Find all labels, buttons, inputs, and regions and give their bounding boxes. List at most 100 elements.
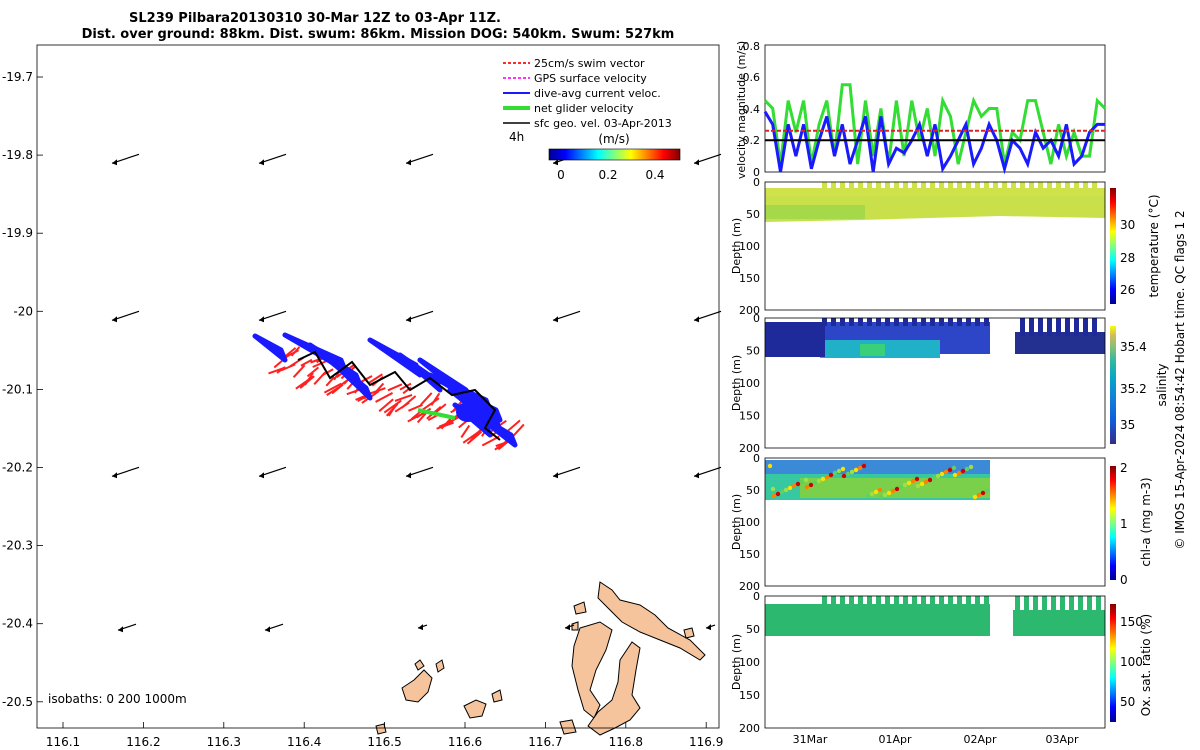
depth-tick-label: 50: [746, 484, 760, 497]
chl-point: [894, 486, 900, 492]
temp-cbar-tick-2: 30: [1120, 218, 1135, 232]
profile-spike: [948, 596, 953, 606]
profile-spike: [939, 596, 944, 606]
profile-spike: [912, 182, 917, 192]
dive-avg-cluster: [456, 402, 480, 422]
profile-spike: [1092, 182, 1097, 192]
chl-point: [836, 468, 842, 474]
swim-vector: [325, 376, 336, 387]
oxygen-panel: 50 100 150 Ox. sat. ratio (%): [764, 595, 1153, 729]
map-ytick-label: -19.9: [2, 226, 33, 240]
swim-vector: [367, 373, 383, 385]
depth-tick-label: 200: [739, 580, 760, 593]
vel-ytick-4: 0.8: [743, 40, 761, 53]
chl-point: [853, 467, 859, 473]
profile-spike: [1056, 318, 1061, 336]
depth-tick-label: 50: [746, 345, 760, 358]
profile-spike: [912, 596, 917, 606]
chl-point: [828, 472, 834, 478]
profile-spike: [894, 182, 899, 192]
swim-vector: [387, 383, 403, 392]
oxygen-profile-spikes: [822, 596, 1101, 612]
chl-point: [849, 469, 855, 475]
geo-arrow-head: [259, 472, 264, 479]
geo-arrow-head: [265, 626, 270, 633]
chl-point: [951, 465, 957, 471]
profile-spike: [930, 182, 935, 192]
profile-spike: [975, 318, 980, 326]
profile-spike: [921, 182, 926, 192]
time-tick-1: 01Apr: [878, 733, 912, 746]
profile-spike: [903, 182, 908, 192]
map-xtick-label: 116.2: [126, 735, 160, 749]
depth-tick-label: 50: [746, 623, 760, 636]
depth-axis-label: Depth (m): [730, 634, 743, 690]
depth-axis-label: Depth (m): [730, 494, 743, 550]
swim-vector: [419, 392, 433, 406]
profile-spike: [840, 318, 845, 326]
chl-point: [803, 477, 809, 483]
map-ytick-label: -20.1: [2, 382, 33, 396]
chl-point: [910, 478, 916, 484]
profile-spike: [1015, 596, 1020, 612]
velocity-series-line: [763, 110, 1105, 175]
chl-scatter-points: [767, 463, 990, 500]
profile-spike: [1029, 318, 1034, 336]
geo-arrow-head: [553, 159, 558, 166]
chl-point: [980, 490, 986, 496]
sal-cbar-tick-0: 35: [1120, 418, 1135, 432]
geo-arrow-head: [694, 472, 699, 479]
temperature-panel: 26 28 30 temperature (°C): [764, 181, 1161, 311]
chl-point: [968, 464, 974, 470]
chl-point: [976, 492, 982, 498]
profile-spike: [1069, 596, 1074, 612]
profile-spike: [1060, 596, 1065, 612]
profile-spike: [984, 182, 989, 192]
profile-spike: [1020, 318, 1025, 336]
profile-spike: [966, 318, 971, 326]
chl-point: [902, 482, 908, 488]
colorbar-tick-2: 0.4: [645, 168, 664, 182]
legend-gps-label: GPS surface velocity: [534, 72, 647, 85]
footer-copyright: © IMOS 15-Apr-2024 08:54:42 Hobart time.…: [1173, 210, 1187, 549]
depth-axis-label: Depth (m): [730, 218, 743, 274]
chl-point: [919, 481, 925, 487]
chl-point: [816, 478, 822, 484]
profile-spike: [1020, 182, 1025, 192]
swim-vector: [434, 403, 447, 414]
profile-spike: [1074, 182, 1079, 192]
profile-spike: [921, 596, 926, 606]
profile-spike: [849, 318, 854, 326]
depth-tick-label: 150: [739, 689, 760, 702]
geo-arrow-head: [553, 472, 558, 479]
colorbar-tick-1: 0.2: [598, 168, 617, 182]
colorbar-tick-0: 0: [557, 168, 565, 182]
profile-spike: [993, 182, 998, 192]
profile-spike: [984, 596, 989, 606]
chl-point: [915, 483, 921, 489]
chl-point: [914, 476, 920, 482]
geo-arrow-head: [418, 624, 423, 631]
vel-ytick-3: 0.6: [743, 71, 761, 84]
map-ytick-label: -20.4: [2, 617, 33, 631]
time-scale-label: 4h: [509, 130, 524, 144]
ox-cbar-label: Ox. sat. ratio (%): [1139, 614, 1153, 716]
profile-spike: [858, 596, 863, 606]
salinity-field-b: [1015, 332, 1105, 354]
swim-vector: [299, 375, 315, 389]
velocity-series-line: [763, 83, 1107, 165]
swim-vector: [460, 424, 471, 439]
chl-point: [767, 463, 773, 469]
profile-spike: [966, 596, 971, 606]
profile-spike: [939, 182, 944, 192]
chl-point: [878, 494, 884, 500]
chl-point: [799, 479, 805, 485]
swim-vector: [383, 399, 402, 414]
profile-spike: [840, 182, 845, 192]
profile-spike: [957, 318, 962, 326]
chl-point: [787, 485, 793, 491]
profile-spike: [1074, 318, 1079, 336]
chl-point: [939, 471, 945, 477]
time-tick-2: 02Apr: [963, 733, 997, 746]
profile-spike: [1051, 596, 1056, 612]
